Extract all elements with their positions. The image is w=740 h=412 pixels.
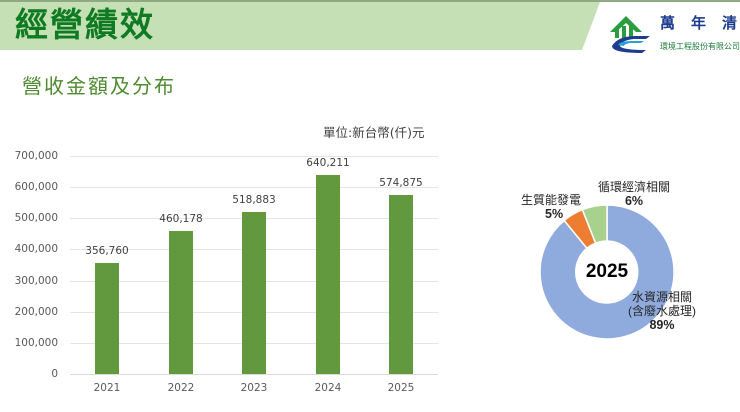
bar-value-label: 460,178 <box>159 213 203 225</box>
header-top-line <box>0 0 740 2</box>
x-tick: 2023 <box>240 382 268 394</box>
bar-value-label: 640,211 <box>306 157 350 169</box>
pie-label-circular-economy: 循環經濟相關 6% <box>598 180 670 208</box>
gridline <box>70 156 438 157</box>
revenue-distribution-donut <box>540 205 674 339</box>
logo-mark-icon <box>610 16 650 53</box>
y-tick: 400,000 <box>14 243 58 255</box>
logo-company-name: 萬年清 <box>660 14 737 32</box>
donut-center-year: 2025 <box>585 261 629 282</box>
bar-value-label: 356,760 <box>85 245 129 257</box>
pie-label-water-resources: 水資源相關 (含廢水處理) 89% <box>628 290 696 332</box>
pie-label-percent: 89% <box>649 318 675 332</box>
logo-company-subtitle: 環境工程股份有限公司 <box>660 42 740 51</box>
x-tick: 2022 <box>167 382 195 394</box>
bar-value-label: 518,883 <box>232 194 276 206</box>
x-tick: 2025 <box>387 382 415 394</box>
pie-label-text: 生質能發電 <box>521 193 582 207</box>
header-band: 經營績效 萬年清 環境工程股份有限公司 <box>0 0 740 53</box>
y-tick: 0 <box>51 368 58 380</box>
unit-label: 單位:新台幣(仟)元 <box>323 125 425 140</box>
bar-2021 <box>95 263 119 374</box>
x-tick: 2021 <box>93 382 121 394</box>
section-title: 營收金額及分布 <box>22 74 176 98</box>
y-tick: 600,000 <box>14 181 58 193</box>
bar-value-label: 574,875 <box>379 177 423 189</box>
pie-label-percent: 6% <box>624 194 644 208</box>
pie-label-text-line2: (含廢水處理) <box>628 304 696 318</box>
revenue-bar-chart: 單位:新台幣(仟)元 700,000 600,000 500,000 400,0… <box>14 125 438 394</box>
y-tick: 100,000 <box>14 337 58 349</box>
bar-2025 <box>389 195 413 374</box>
slice-water-resources <box>540 205 674 339</box>
y-tick: 300,000 <box>14 275 58 287</box>
pie-label-text: 水資源相關 <box>631 290 692 304</box>
y-tick: 200,000 <box>14 306 58 318</box>
x-axis-baseline <box>70 374 438 375</box>
bar-2024 <box>316 175 340 374</box>
gridline <box>70 187 438 188</box>
bar-2022 <box>169 231 193 374</box>
page-title: 經營績效 <box>15 5 155 44</box>
pie-label-percent: 5% <box>545 207 564 221</box>
company-logo: 萬年清 環境工程股份有限公司 <box>606 12 740 54</box>
bar-2023 <box>242 212 266 374</box>
pie-label-text: 循環經濟相關 <box>598 180 671 194</box>
x-tick: 2024 <box>314 382 342 394</box>
y-tick: 500,000 <box>14 212 58 224</box>
pie-label-biomass-power: 生質能發電 5% <box>521 193 581 221</box>
slice-circular-economy <box>581 205 608 245</box>
header-green-band <box>0 2 600 50</box>
y-tick: 700,000 <box>14 150 58 162</box>
